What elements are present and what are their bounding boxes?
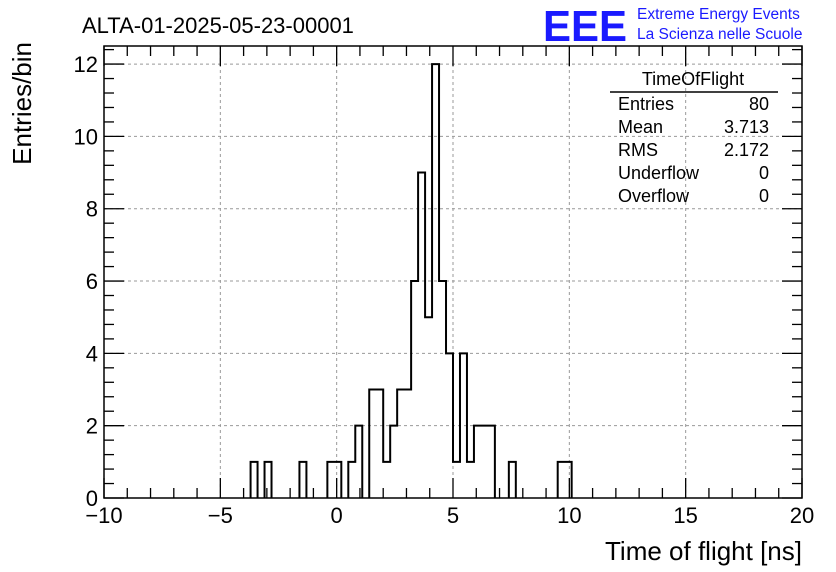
histogram-bin [481,426,488,498]
histogram-bin [251,462,258,498]
histogram-bin [446,353,453,498]
histogram-bin [432,64,439,498]
stats-row-label: RMS [618,140,658,160]
histogram-bin [418,173,425,498]
histogram-bin [565,462,572,498]
histogram-outline [249,63,573,498]
histogram-bin [474,426,481,498]
histogram-bin [265,462,272,498]
histogram-bin [460,353,467,498]
y-axis-title: Entries/bin [7,42,37,165]
stats-box: TimeOfFlight Entries 80 Mean 3.713 RMS 2.172 U… [610,69,778,206]
stats-row-label: Overflow [618,186,690,206]
stats-row-label: Underflow [618,163,700,183]
stats-row-label: Entries [618,94,674,114]
y-tick-label: 2 [86,414,98,439]
histogram-bin [488,426,495,498]
stats-row-value: 80 [749,94,769,114]
y-tick-label: 12 [74,52,98,77]
x-tick-label: 15 [673,503,697,528]
histogram-bin [390,426,397,498]
histogram-bin [383,462,390,498]
stats-row-value: 2.172 [724,140,769,160]
x-tick-label: −5 [208,503,233,528]
x-tick-label: 5 [447,503,459,528]
y-tick-label: 4 [86,341,98,366]
x-axis-title: Time of flight [ns] [605,536,802,566]
histogram-bin [397,390,404,498]
histogram-bin [425,317,432,498]
eee-logo-mark: EEE [543,2,627,51]
histogram-bars [249,63,573,498]
histogram-bin [411,281,418,498]
histogram-bin [348,462,355,498]
histogram-bin [334,462,341,498]
stats-box-title: TimeOfFlight [642,69,744,89]
histogram-bin [404,390,411,498]
x-tick-label: 20 [790,503,814,528]
histogram-bin [439,281,446,498]
y-tick-label: 0 [86,486,98,511]
histogram-bin [355,426,362,498]
histogram-bin [558,462,565,498]
axis-ticks [103,46,803,499]
stats-row-value: 0 [759,163,769,183]
histogram-bin [299,462,306,498]
x-tick-label: 10 [557,503,581,528]
stats-row-value: 0 [759,186,769,206]
stats-box-rows: Entries 80 Mean 3.713 RMS 2.172 Underflow 0 Over… [618,94,769,206]
histogram-bin [376,390,383,498]
stats-row-label: Mean [618,117,663,137]
tick-labels: −10 −5 0 5 10 15 20 0 2 4 6 8 10 12 [74,52,815,528]
x-tick-label: −10 [85,503,122,528]
histogram-bin [327,462,334,498]
eee-logo-line2: La Scienza nelle Scuole [637,26,802,43]
stats-row-value: 3.713 [724,117,769,137]
eee-logo-line1: Extreme Energy Events [637,6,800,23]
histogram-bin [453,462,460,498]
x-tick-label: 0 [331,503,343,528]
histogram-bin [369,390,376,498]
chart-title: ALTA-01-2025-05-23-00001 [82,13,354,38]
eee-logo: EEE Extreme Energy Events La Scienza nel… [543,2,802,51]
histogram-bin [509,462,516,498]
y-tick-label: 6 [86,269,98,294]
histogram-bin [467,462,474,498]
y-tick-label: 10 [74,124,98,149]
y-tick-label: 8 [86,197,98,222]
